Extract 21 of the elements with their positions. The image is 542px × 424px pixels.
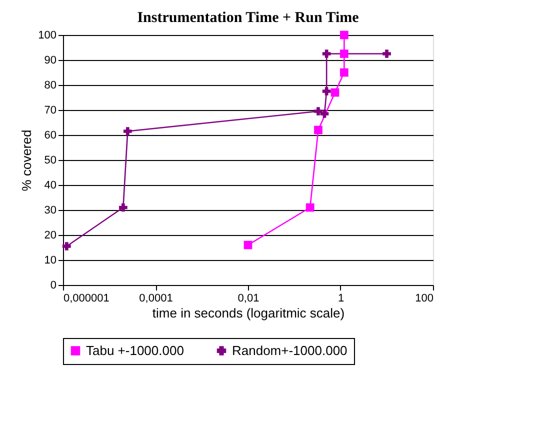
y-tick-label: 40 — [44, 180, 56, 192]
y-tick-label: 20 — [44, 230, 56, 242]
x-tick-label: 0,000001 — [64, 292, 110, 304]
y-tick-label: 80 — [44, 80, 56, 92]
y-tick-label: 10 — [44, 254, 56, 266]
x-tick-label: 0,0001 — [139, 292, 173, 304]
y-tick-label: 30 — [44, 204, 56, 216]
x-tick-label: 1 — [338, 292, 344, 304]
x-tick-label: 0,01 — [238, 292, 260, 304]
y-tick-label: 100 — [38, 30, 56, 42]
chart-title: Instrumentation Time + Run Time — [137, 10, 360, 26]
y-tick-label: 90 — [44, 54, 56, 66]
x-tick-label: 100 — [415, 292, 434, 304]
y-tick-label: 70 — [44, 104, 56, 116]
x-axis-title: time in seconds (logaritmic scale) — [152, 306, 345, 320]
y-tick-label: 0 — [50, 280, 56, 292]
legend-label: Random+-1000.000 — [232, 342, 348, 358]
y-axis-title: % covered — [19, 130, 34, 192]
y-tick-label: 60 — [44, 130, 56, 142]
y-tick-label: 50 — [44, 154, 56, 166]
legend-label: Tabu +-1000.000 — [86, 342, 184, 358]
